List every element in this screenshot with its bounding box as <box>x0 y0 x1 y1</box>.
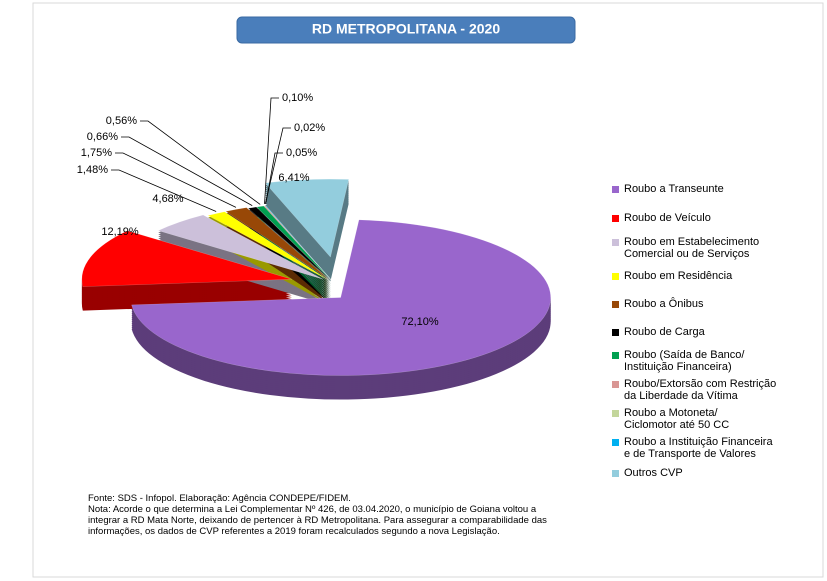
slice <box>264 205 332 281</box>
slice <box>247 206 331 281</box>
legend-entry: Roubo de Carga <box>612 326 705 338</box>
note: Nota: Acorde o que determina a Lei Compl… <box>88 504 547 537</box>
legend-label: Roubo a Motoneta/ Ciclomotor até 50 CC <box>624 407 730 431</box>
legend-swatch <box>612 215 619 222</box>
slice <box>207 211 328 280</box>
legend-swatch <box>612 410 619 417</box>
legend-entry: Roubo em Estabelecimento Comercial ou de… <box>612 236 759 260</box>
legend-swatch <box>612 301 619 308</box>
data-label: 72,10% <box>401 316 439 328</box>
legend-label: Roubo (Saída de Banco/ Instituição Finan… <box>624 349 745 373</box>
slice <box>81 230 292 287</box>
slice <box>225 207 329 280</box>
legend-swatch <box>612 439 619 446</box>
legend-entry: Roubo (Saída de Banco/ Instituição Finan… <box>612 349 744 373</box>
leader-line <box>264 127 291 204</box>
leader-line <box>111 169 217 212</box>
slice <box>131 219 551 376</box>
legend-label: Roubo em Residência <box>624 270 733 282</box>
data-label: 0,56% <box>106 115 137 127</box>
legend-label: Roubo de Carga <box>624 326 705 338</box>
legend-swatch <box>612 239 619 246</box>
leader-line <box>265 152 283 204</box>
legend-swatch <box>612 273 619 280</box>
legend-label: Roubo em Estabelecimento Comercial ou de… <box>624 236 760 260</box>
data-label: 12,19% <box>101 226 139 238</box>
leader-line <box>115 152 237 208</box>
chart-title: RD METROPOLITANA - 2020 <box>312 21 500 37</box>
legend-entry: Roubo a Transeunte <box>612 183 724 195</box>
legend-entry: Roubo/Extorsão com Restrição da Liberdad… <box>612 378 776 402</box>
data-label: 1,48% <box>77 164 108 176</box>
leader-line <box>140 120 261 205</box>
data-label: 0,66% <box>87 131 118 143</box>
data-label: 1,75% <box>81 147 112 159</box>
data-label: 0,02% <box>294 122 325 134</box>
legend-entry: Outros CVP <box>612 467 683 479</box>
legend-label: Roubo/Extorsão com Restrição da Liberdad… <box>624 378 777 402</box>
legend-label: Outros CVP <box>624 467 683 479</box>
legend-label: Roubo a Transeunte <box>624 183 724 195</box>
legend-label: Roubo a Instituição Financeira e de Tran… <box>624 436 773 460</box>
leader-line <box>121 136 253 206</box>
legend-entry: Roubo a Ônibus <box>612 298 704 310</box>
legend-label: Roubo a Ônibus <box>624 298 704 310</box>
legend-swatch <box>612 352 619 359</box>
data-label: 0,05% <box>286 147 317 159</box>
legend-entry: Roubo em Residência <box>612 270 732 282</box>
legend-swatch <box>612 381 619 388</box>
legend-label: Roubo de Veículo <box>624 212 711 224</box>
slice <box>256 205 332 281</box>
legend-swatch <box>612 329 619 336</box>
slice <box>263 205 332 281</box>
data-label: 0,10% <box>282 92 313 104</box>
legend-swatch <box>612 470 619 477</box>
source: Fonte: SDS - Infopol. Elaboração: Agênci… <box>88 493 351 504</box>
slice <box>264 205 332 281</box>
data-label: 6,41% <box>278 172 309 184</box>
legend-entry: Roubo de Veículo <box>612 212 711 224</box>
frame <box>32 2 824 578</box>
leader-line <box>264 97 279 204</box>
slice-side <box>256 226 331 300</box>
legend-swatch <box>612 186 619 193</box>
title-box <box>236 16 576 44</box>
data-label: 4,68% <box>152 193 183 205</box>
slice <box>157 214 323 280</box>
slice <box>264 178 350 258</box>
legend-entry: Roubo a Motoneta/ Ciclomotor até 50 CC <box>612 407 729 431</box>
legend-entry: Roubo a Instituição Financeira e de Tran… <box>612 436 773 460</box>
